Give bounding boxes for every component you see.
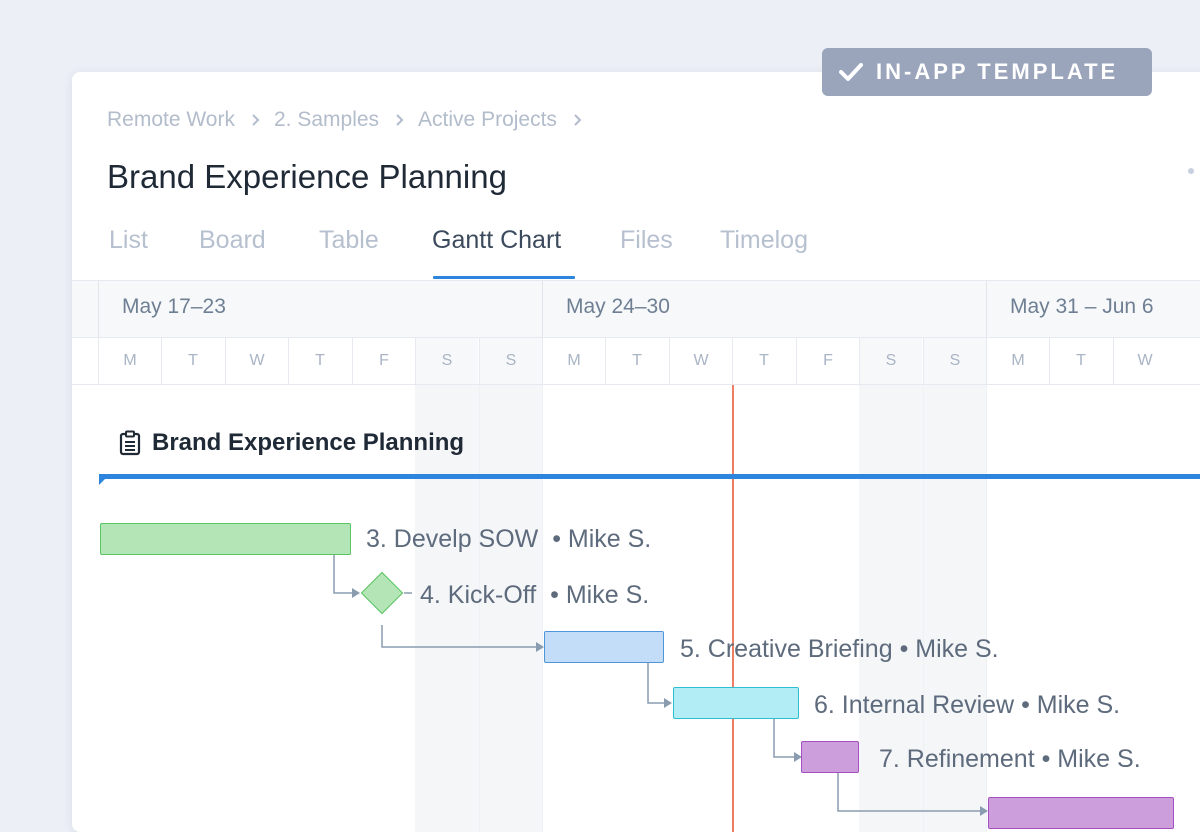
task-label-kick-off: 4. Kick-Off • Mike S. <box>420 581 650 609</box>
chevron-right-icon <box>251 113 260 127</box>
dependency-link <box>647 663 664 704</box>
arrowhead <box>794 752 802 762</box>
week-divider <box>542 281 543 337</box>
grid-line <box>923 385 924 832</box>
day-header: M T W T F S S M T W T F S S M T W <box>72 338 1200 385</box>
breadcrumb: Remote Work 2. Samples Active Projects <box>107 108 596 132</box>
more-dot[interactable] <box>1188 168 1194 174</box>
breadcrumb-item-remote-work[interactable]: Remote Work <box>107 108 235 131</box>
task-bar-next[interactable] <box>988 797 1174 829</box>
week-label: May 17–23 <box>122 295 226 318</box>
day-cell: S <box>415 338 478 384</box>
dependency-link <box>773 719 794 758</box>
week-label: May 31 – Jun 6 <box>1010 295 1154 318</box>
task-bar-refinement[interactable] <box>801 741 859 773</box>
view-tabs: List Board Table Gantt Chart Files Timel… <box>107 222 1200 282</box>
tab-gantt-chart[interactable]: Gantt Chart <box>432 226 562 254</box>
week-divider <box>986 281 987 337</box>
tab-list[interactable]: List <box>109 226 148 254</box>
task-label-refinement: 7. Refinement • Mike S. <box>879 745 1141 773</box>
grid-line <box>479 385 480 832</box>
task-label-develp-sow: 3. Develp SOW • Mike S. <box>366 525 652 553</box>
today-marker <box>732 385 734 832</box>
day-cell: W <box>1113 338 1176 384</box>
day-cell: F <box>796 338 859 384</box>
dependency-link <box>333 555 352 594</box>
task-bar-internal-review[interactable] <box>673 687 799 719</box>
badge-label: IN-APP TEMPLATE <box>876 59 1119 84</box>
project-row[interactable]: Brand Experience Planning <box>118 429 464 457</box>
project-summary-bar[interactable] <box>99 474 1200 479</box>
active-tab-indicator <box>433 276 575 279</box>
check-icon <box>839 63 863 81</box>
tab-board[interactable]: Board <box>199 226 266 254</box>
tab-table[interactable]: Table <box>319 226 379 254</box>
week-label: May 24–30 <box>566 295 670 318</box>
task-bar-develp-sow[interactable] <box>100 523 351 555</box>
day-cell: T <box>288 338 351 384</box>
gantt-body: Brand Experience Planning <box>72 385 1200 832</box>
day-cell: T <box>161 338 224 384</box>
day-cell: M <box>986 338 1049 384</box>
task-label-internal-review: 6. Internal Review • Mike S. <box>814 691 1121 719</box>
tab-timelog[interactable]: Timelog <box>720 226 808 254</box>
chevron-right-icon <box>395 113 404 127</box>
page-title: Brand Experience Planning <box>107 158 507 195</box>
arrowhead <box>536 642 544 652</box>
gantt-chart: May 17–23 May 24–30 May 31 – Jun 6 M T W… <box>72 280 1200 832</box>
arrowhead <box>352 588 360 598</box>
day-cell: S <box>923 338 986 384</box>
dependency-link <box>381 625 536 648</box>
tab-files[interactable]: Files <box>620 226 673 254</box>
dependency-link <box>837 773 980 812</box>
week-divider <box>98 281 99 337</box>
week-header: May 17–23 May 24–30 May 31 – Jun 6 <box>72 281 1200 338</box>
in-app-template-badge: IN-APP TEMPLATE <box>822 48 1152 96</box>
project-card: Remote Work 2. Samples Active Projects B… <box>72 72 1200 832</box>
day-cell: T <box>605 338 668 384</box>
dependency-links <box>333 555 988 816</box>
day-cell: S <box>479 338 542 384</box>
day-cell: T <box>732 338 795 384</box>
weekend-column <box>859 385 986 832</box>
day-cell: M <box>98 338 161 384</box>
day-cell: W <box>669 338 732 384</box>
weekend-column <box>415 385 542 832</box>
day-cell: W <box>225 338 288 384</box>
task-label-creative-briefing: 5. Creative Briefing • Mike S. <box>680 635 999 663</box>
day-cell: F <box>352 338 415 384</box>
breadcrumb-item-active-projects[interactable]: Active Projects <box>418 108 557 131</box>
grid-line <box>542 385 543 832</box>
breadcrumb-item-samples[interactable]: 2. Samples <box>273 108 380 131</box>
project-bar-cap <box>99 479 105 485</box>
task-bar-creative-briefing[interactable] <box>544 631 664 663</box>
day-cell: S <box>859 338 922 384</box>
grid-line <box>986 385 987 832</box>
day-cell: M <box>542 338 605 384</box>
project-name: Brand Experience Planning <box>152 429 465 456</box>
day-cell: T <box>1049 338 1112 384</box>
chevron-right-icon <box>573 113 582 127</box>
arrowhead <box>980 806 988 816</box>
arrowhead <box>664 698 672 708</box>
clipboard-icon <box>119 430 141 456</box>
